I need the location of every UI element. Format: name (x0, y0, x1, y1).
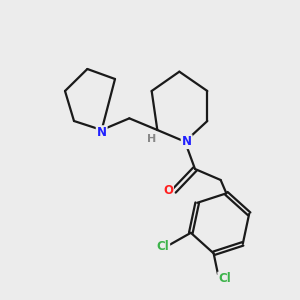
Text: O: O (163, 184, 173, 197)
Text: Cl: Cl (218, 272, 231, 286)
Text: H: H (147, 134, 156, 144)
Text: N: N (182, 135, 192, 148)
Text: N: N (97, 126, 107, 139)
Text: Cl: Cl (157, 240, 169, 253)
